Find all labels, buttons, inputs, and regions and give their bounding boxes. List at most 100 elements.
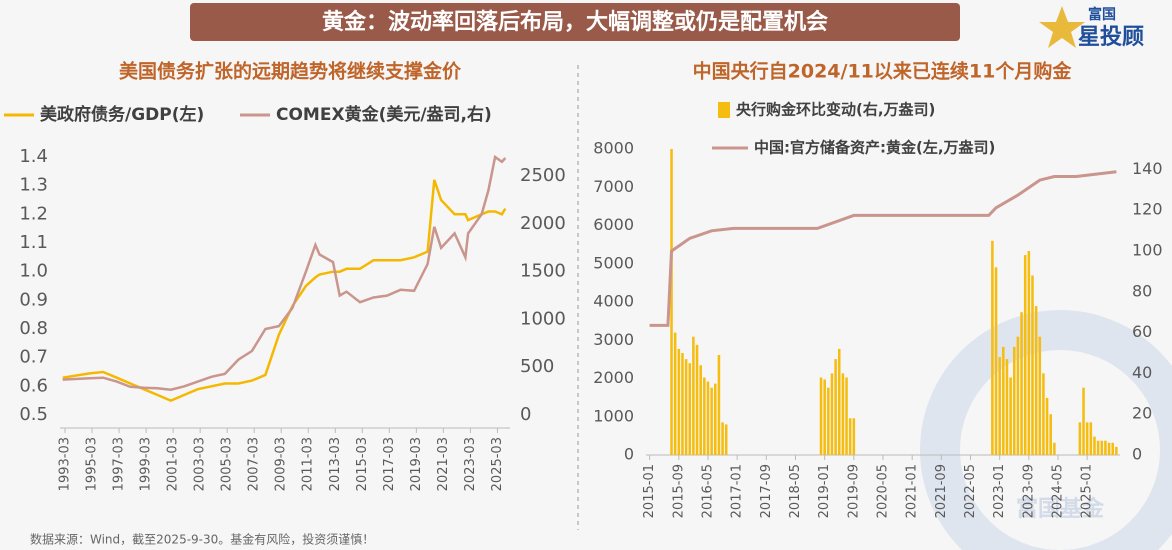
y-tick-label: 3000 — [593, 330, 634, 349]
bar — [1053, 442, 1056, 455]
series-line — [62, 179, 507, 403]
bar — [830, 373, 834, 455]
x-tick-label: 2003-03 — [193, 437, 208, 491]
bar — [673, 332, 677, 455]
x-tick-label: 2016-05 — [700, 464, 715, 518]
watermark-ring — [920, 310, 1172, 550]
x-tick-label: 2024-05 — [1051, 464, 1066, 518]
series-line — [62, 154, 507, 391]
legend-swatch — [718, 102, 730, 118]
y-tick-label: 0.8 — [19, 318, 48, 339]
y-tick-label: 1.4 — [19, 146, 48, 167]
bar — [1031, 275, 1034, 455]
x-tick-label: 2021-01 — [905, 464, 920, 518]
x-tick-label: 2007-03 — [247, 437, 262, 491]
bar — [692, 336, 695, 455]
x-tick-label: 2005-03 — [220, 437, 235, 491]
y2-tick-label: 2000 — [520, 213, 566, 234]
bar — [848, 418, 852, 455]
y2-tick-label: 80 — [1132, 281, 1152, 300]
bar — [710, 387, 713, 455]
x-tick-label: 2021-09 — [934, 464, 949, 518]
bar — [1085, 422, 1089, 455]
y-tick-label: 6000 — [593, 215, 634, 234]
x-tick-label: 2017-03 — [382, 437, 397, 491]
y-tick-label: 0 — [624, 445, 634, 464]
bar — [1093, 436, 1096, 455]
x-tick-label: 2009-03 — [274, 437, 289, 491]
legend-label: COMEX黄金(美元/盎司,右) — [276, 104, 492, 125]
y2-tick-label: 40 — [1132, 363, 1152, 382]
bar — [1012, 346, 1016, 455]
bar — [1107, 442, 1111, 455]
x-tick-label: 2022-05 — [963, 464, 978, 518]
x-tick-label: 2023-03 — [463, 437, 478, 491]
bar — [998, 357, 1001, 455]
y2-tick-label: 1000 — [520, 308, 566, 329]
y-tick-label: 1000 — [593, 406, 634, 425]
bar — [1016, 336, 1020, 455]
bar — [841, 373, 845, 455]
y-tick-label: 0.7 — [19, 347, 48, 368]
legend-label: 央行购金环比变动(右,万盎司) — [736, 101, 935, 119]
x-tick-label: 2019-01 — [817, 464, 832, 518]
bar — [1078, 422, 1082, 455]
chart-title: 美国债务扩张的远期趋势将继续支撑金价 — [119, 60, 462, 83]
logo-star — [1039, 6, 1085, 48]
bar — [1104, 440, 1107, 455]
y2-tick-label: 0 — [520, 404, 531, 425]
x-tick-label: 2020-05 — [876, 464, 891, 518]
y-tick-label: 0.6 — [19, 375, 48, 396]
x-tick-label: 1999-03 — [139, 437, 154, 491]
y-tick-label: 7000 — [593, 177, 634, 196]
x-tick-label: 1995-03 — [85, 437, 100, 491]
bar — [1111, 442, 1114, 455]
x-tick-label: 2021-03 — [436, 437, 451, 491]
bar — [695, 344, 699, 455]
bar — [1096, 440, 1100, 455]
bar — [1034, 306, 1038, 455]
legend-label: 中国:官方储备资产:黄金(左,万盎司) — [754, 139, 995, 157]
bar — [699, 365, 702, 455]
x-tick-label: 2017-09 — [759, 464, 774, 518]
bar — [1009, 377, 1012, 455]
series-line — [649, 170, 1117, 327]
bar — [1002, 346, 1005, 455]
bar — [724, 424, 728, 455]
bar — [703, 377, 706, 455]
bar — [845, 377, 848, 455]
bar — [823, 379, 826, 455]
bar — [670, 149, 673, 455]
y-tick-label: 4000 — [593, 292, 634, 311]
x-tick-label: 2019-09 — [846, 464, 861, 518]
logo-top: 富国 — [1088, 6, 1116, 23]
bar — [1042, 373, 1045, 455]
bar — [1005, 359, 1009, 455]
y-tick-label: 0.5 — [19, 404, 48, 425]
x-tick-label: 2019-03 — [409, 437, 424, 491]
bar — [834, 359, 837, 455]
y2-tick-label: 120 — [1132, 200, 1163, 219]
bar — [706, 381, 710, 455]
bar — [852, 418, 856, 455]
chart-title: 中国央行自2024/11以来已连续11个月购金 — [693, 60, 1073, 83]
x-tick-label: 2015-09 — [671, 464, 686, 518]
x-tick-label: 2001-03 — [166, 437, 181, 491]
x-tick-label: 1997-03 — [112, 437, 127, 491]
y-tick-label: 1.1 — [19, 232, 48, 253]
bar — [714, 383, 717, 455]
y-tick-label: 1.3 — [19, 175, 48, 196]
bar — [1115, 446, 1118, 455]
bar — [688, 363, 692, 455]
y2-tick-label: 1500 — [520, 261, 566, 282]
bar — [819, 377, 823, 455]
bar — [681, 353, 684, 455]
x-tick-label: 2011-03 — [301, 437, 316, 491]
bar — [1020, 312, 1023, 455]
bar — [717, 355, 721, 455]
x-tick-label: 2023-09 — [1021, 464, 1036, 518]
y-tick-label: 1.0 — [19, 261, 48, 282]
legend-label: 美政府债务/GDP(左) — [40, 104, 204, 125]
y2-tick-label: 2500 — [520, 165, 566, 186]
